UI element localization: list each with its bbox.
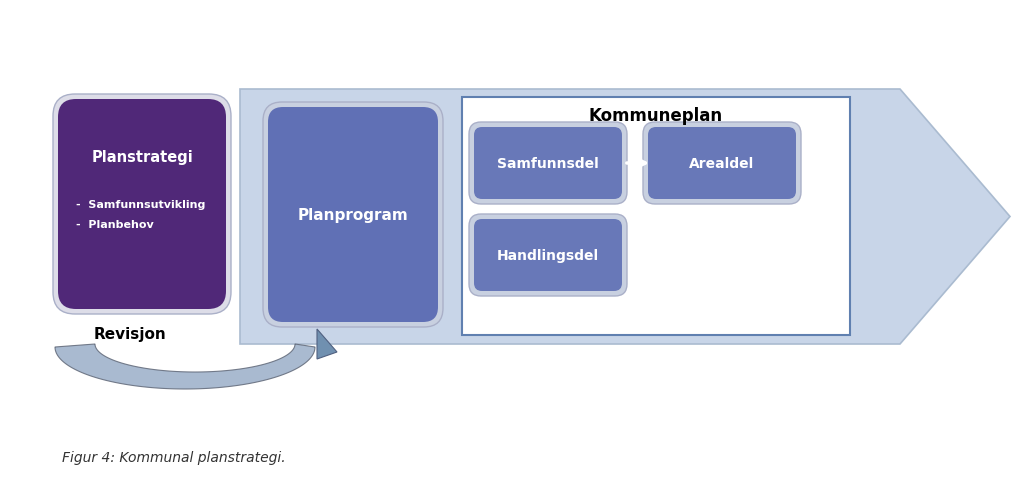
Polygon shape xyxy=(55,344,315,389)
FancyBboxPatch shape xyxy=(53,95,231,314)
Text: Kommuneplan: Kommuneplan xyxy=(589,107,723,125)
FancyBboxPatch shape xyxy=(469,215,627,296)
FancyBboxPatch shape xyxy=(648,128,796,200)
Polygon shape xyxy=(240,90,1010,344)
Text: Samfunnsdel: Samfunnsdel xyxy=(497,156,599,171)
Text: Revisjon: Revisjon xyxy=(93,327,166,342)
FancyBboxPatch shape xyxy=(263,103,443,327)
FancyBboxPatch shape xyxy=(58,100,226,309)
Text: -  Samfunnsutvikling: - Samfunnsutvikling xyxy=(76,200,206,210)
Polygon shape xyxy=(317,329,337,359)
FancyBboxPatch shape xyxy=(643,123,801,204)
FancyBboxPatch shape xyxy=(474,219,622,291)
FancyBboxPatch shape xyxy=(268,108,438,323)
Text: Figur 4: Kommunal planstrategi.: Figur 4: Kommunal planstrategi. xyxy=(62,450,286,464)
Text: -  Planbehov: - Planbehov xyxy=(76,219,154,229)
Text: Planstrategi: Planstrategi xyxy=(91,150,193,165)
Text: Arealdel: Arealdel xyxy=(689,156,755,171)
Bar xyxy=(462,98,850,336)
Text: Handlingsdel: Handlingsdel xyxy=(497,249,599,263)
FancyBboxPatch shape xyxy=(469,123,627,204)
FancyBboxPatch shape xyxy=(474,128,622,200)
Text: Planprogram: Planprogram xyxy=(298,207,409,223)
